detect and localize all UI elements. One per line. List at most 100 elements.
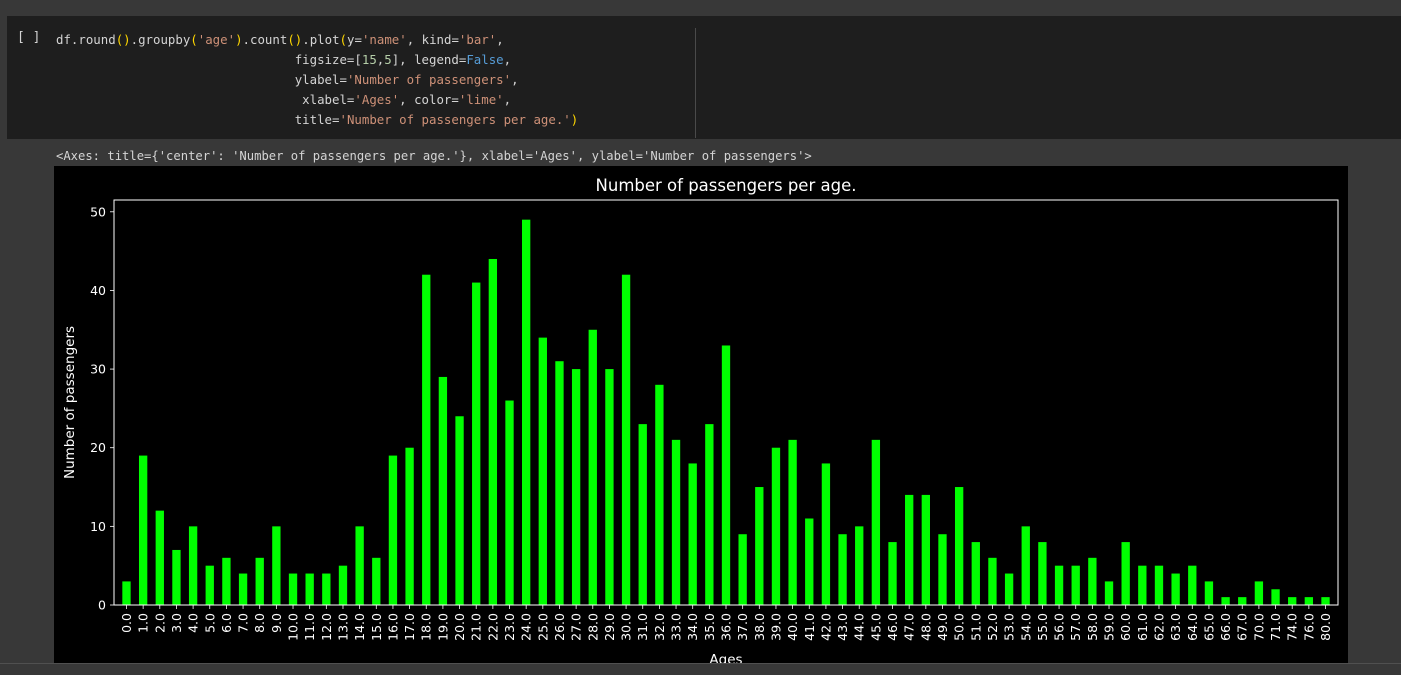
bar bbox=[188, 526, 198, 605]
x-tick-label: 23.0 bbox=[502, 613, 517, 641]
x-tick-label: 24.0 bbox=[519, 613, 534, 641]
bottom-bar bbox=[0, 664, 1401, 675]
code-token: , bbox=[496, 32, 504, 47]
bar bbox=[422, 274, 431, 605]
bar bbox=[905, 494, 914, 605]
code-cell[interactable] bbox=[7, 16, 1401, 139]
code-token: False bbox=[466, 52, 504, 67]
x-tick-label: 11.0 bbox=[302, 613, 317, 641]
x-tick-label: 8.0 bbox=[252, 613, 267, 633]
x-tick-label: 45.0 bbox=[868, 613, 883, 641]
bar bbox=[455, 416, 464, 605]
bar bbox=[1204, 581, 1214, 605]
code-token: 'name' bbox=[361, 32, 407, 47]
code-line: df.round().groupby('age').count().plot(y… bbox=[56, 32, 504, 47]
code-token: 'Ages' bbox=[354, 92, 400, 107]
x-tick-label: 41.0 bbox=[802, 613, 817, 641]
bar bbox=[538, 337, 547, 605]
bar bbox=[222, 557, 231, 605]
x-tick-label: 46.0 bbox=[885, 613, 900, 641]
bar bbox=[405, 447, 414, 605]
bar bbox=[888, 542, 897, 605]
bar bbox=[1321, 597, 1330, 605]
x-tick-label: 19.0 bbox=[435, 613, 450, 641]
code-token: , bbox=[376, 52, 385, 67]
x-tick-label: 20.0 bbox=[452, 613, 467, 641]
x-tick-label: 1.0 bbox=[136, 613, 151, 633]
code-token: ], legend= bbox=[391, 52, 467, 67]
bar bbox=[1004, 573, 1014, 605]
bar bbox=[505, 400, 514, 605]
code-token: , kind= bbox=[406, 32, 459, 47]
x-tick-label: 67.0 bbox=[1235, 613, 1250, 641]
code-line: xlabel='Ages', color='lime', bbox=[56, 92, 511, 107]
x-tick-label: 33.0 bbox=[669, 613, 684, 641]
x-tick-label: 44.0 bbox=[852, 613, 867, 641]
bar bbox=[438, 376, 448, 605]
bar bbox=[838, 534, 847, 605]
x-tick-label: 52.0 bbox=[985, 613, 1000, 641]
bar bbox=[1304, 597, 1314, 605]
bar bbox=[738, 534, 747, 605]
x-tick-label: 47.0 bbox=[902, 613, 917, 641]
x-tick-label: 76.0 bbox=[1301, 613, 1316, 641]
bar bbox=[921, 494, 930, 605]
code-line: ylabel='Number of passengers', bbox=[56, 72, 519, 87]
x-tick-label: 21.0 bbox=[469, 613, 484, 641]
x-tick-label: 55.0 bbox=[1035, 613, 1050, 641]
code-token: .plot bbox=[302, 32, 340, 47]
bar bbox=[555, 361, 564, 605]
bar bbox=[138, 455, 148, 605]
x-tick-label: 26.0 bbox=[552, 613, 567, 641]
run-cell-button[interactable]: [ ] bbox=[17, 30, 41, 45]
bar bbox=[1271, 589, 1280, 605]
x-tick-label: 34.0 bbox=[685, 613, 700, 641]
code-token: 'lime' bbox=[458, 92, 504, 107]
y-tick-label: 50 bbox=[90, 204, 106, 219]
code-editor[interactable]: df.round().groupby('age').count().plot(y… bbox=[56, 30, 578, 130]
bar bbox=[1254, 581, 1264, 605]
code-token: () bbox=[287, 32, 303, 47]
bar bbox=[1221, 597, 1230, 605]
x-tick-label: 35.0 bbox=[702, 613, 717, 641]
bar bbox=[655, 384, 664, 605]
bar bbox=[1088, 557, 1097, 605]
bar bbox=[1188, 565, 1197, 605]
bar bbox=[1054, 565, 1064, 605]
x-tick-label: 65.0 bbox=[1201, 613, 1216, 641]
bar bbox=[605, 369, 614, 605]
bar bbox=[355, 526, 364, 605]
x-tick-label: 10.0 bbox=[286, 613, 301, 641]
x-tick-label: 54.0 bbox=[1018, 613, 1033, 641]
code-token: 15 bbox=[361, 52, 377, 67]
x-tick-label: 15.0 bbox=[369, 613, 384, 641]
code-token: .groupby bbox=[130, 32, 191, 47]
code-token: figsize=[ bbox=[56, 52, 362, 67]
x-tick-label: 49.0 bbox=[935, 613, 950, 641]
y-tick-label: 20 bbox=[90, 440, 106, 455]
x-tick-label: 59.0 bbox=[1102, 613, 1117, 641]
code-divider bbox=[695, 28, 696, 138]
x-tick-label: 17.0 bbox=[402, 613, 417, 641]
x-tick-label: 32.0 bbox=[652, 613, 667, 641]
x-tick-label: 28.0 bbox=[585, 613, 600, 641]
bar bbox=[938, 534, 947, 605]
code-token: ) bbox=[235, 32, 243, 47]
code-token: ) bbox=[570, 112, 579, 127]
bar bbox=[372, 557, 381, 605]
x-tick-label: 4.0 bbox=[186, 613, 201, 633]
y-tick-label: 30 bbox=[90, 362, 106, 377]
bar bbox=[472, 282, 481, 605]
x-tick-label: 58.0 bbox=[1085, 613, 1100, 641]
bar bbox=[971, 542, 980, 605]
x-tick-label: 12.0 bbox=[319, 613, 334, 641]
y-tick-label: 0 bbox=[98, 598, 106, 613]
bar bbox=[172, 549, 181, 605]
x-tick-label: 53.0 bbox=[1002, 613, 1017, 641]
code-token: .count bbox=[242, 32, 288, 47]
bar bbox=[122, 581, 131, 605]
bar bbox=[771, 447, 781, 605]
x-tick-label: 39.0 bbox=[768, 613, 783, 641]
code-line: figsize=[15,5], legend=False, bbox=[56, 52, 511, 67]
x-tick-label: 3.0 bbox=[169, 613, 184, 633]
